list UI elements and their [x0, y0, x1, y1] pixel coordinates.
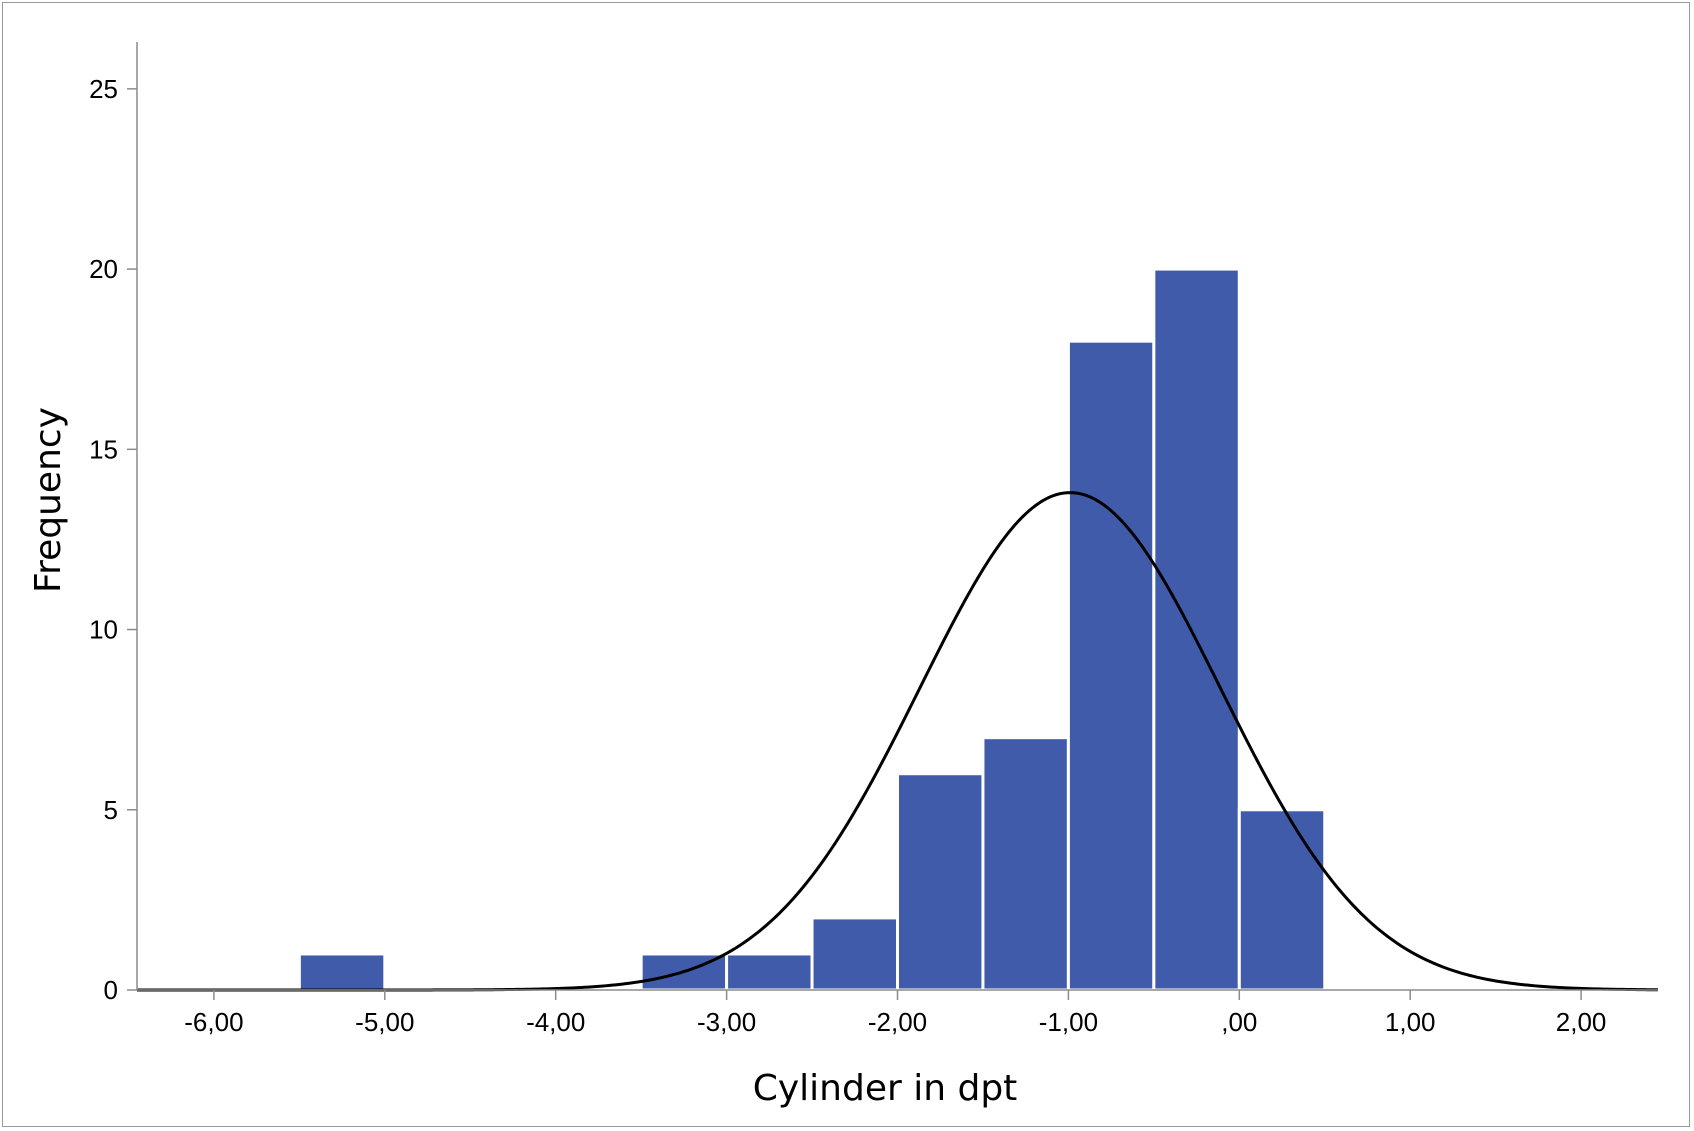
x-tick-label: -3,00 [697, 1007, 756, 1037]
y-tick-label: 5 [104, 795, 118, 825]
histogram-bar [725, 952, 814, 992]
histogram-bar [1152, 267, 1241, 992]
histogram-bar [981, 736, 1070, 992]
x-tick-label: 2,00 [1556, 1007, 1607, 1037]
histogram-bar [896, 772, 985, 992]
x-tick-label: -6,00 [184, 1007, 243, 1037]
x-tick-label: -4,00 [526, 1007, 585, 1037]
histogram-bar [810, 916, 899, 992]
x-tick-label: ,00 [1221, 1007, 1257, 1037]
y-tick-label: 15 [89, 434, 118, 464]
histogram-bar [1237, 808, 1327, 992]
y-tick-label: 25 [89, 74, 118, 104]
histogram-bar [297, 952, 387, 992]
x-tick-label: -1,00 [1039, 1007, 1098, 1037]
y-tick-label: 10 [89, 615, 118, 645]
bars-layer [297, 267, 1327, 992]
x-tick-label: -2,00 [868, 1007, 927, 1037]
y-axis-title: Frequency [28, 407, 69, 593]
histogram-bar [1066, 339, 1156, 992]
y-tick-label: 20 [89, 254, 118, 284]
y-tick-label: 0 [104, 975, 118, 1005]
x-tick-label: 1,00 [1385, 1007, 1436, 1037]
ticks-layer: -6,00 -5,00 -4,00 -3,00 -2,00 -1,00 ,00 1,00 2,0… [89, 74, 1606, 1037]
x-axis-title: Cylinder in dpt [753, 1068, 1018, 1109]
x-tick-label: -5,00 [355, 1007, 414, 1037]
